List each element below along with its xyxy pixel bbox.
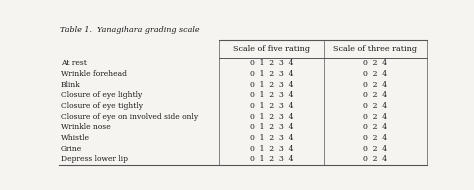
Text: 0  2  4: 0 2 4 [363,134,387,142]
Text: 0  1  2  3  4: 0 1 2 3 4 [250,70,293,78]
Text: 0  1  2  3  4: 0 1 2 3 4 [250,145,293,153]
Text: 0  1  2  3  4: 0 1 2 3 4 [250,123,293,131]
Text: 0  1  2  3  4: 0 1 2 3 4 [250,81,293,89]
Text: 0  2  4: 0 2 4 [363,59,387,67]
Text: 0  1  2  3  4: 0 1 2 3 4 [250,155,293,163]
Text: Grine: Grine [61,145,82,153]
Text: 0  2  4: 0 2 4 [363,70,387,78]
Text: Closure of eye on involved side only: Closure of eye on involved side only [61,113,198,121]
Text: 0  1  2  3  4: 0 1 2 3 4 [250,113,293,121]
Text: 0  2  4: 0 2 4 [363,113,387,121]
Text: 0  2  4: 0 2 4 [363,81,387,89]
Text: Depress lower lip: Depress lower lip [61,155,128,163]
Text: Scale of three rating: Scale of three rating [333,45,417,53]
Text: 0  2  4: 0 2 4 [363,123,387,131]
Text: Closure of eye lightly: Closure of eye lightly [61,91,142,99]
Text: At rest: At rest [61,59,87,67]
Text: Wrinkle nose: Wrinkle nose [61,123,110,131]
Text: Closure of eye tightly: Closure of eye tightly [61,102,143,110]
Text: Scale of five rating: Scale of five rating [233,45,310,53]
Text: 0  2  4: 0 2 4 [363,145,387,153]
Text: Table 1.  Yanagihara grading scale: Table 1. Yanagihara grading scale [60,26,200,34]
Text: 0  1  2  3  4: 0 1 2 3 4 [250,91,293,99]
Text: 0  2  4: 0 2 4 [363,155,387,163]
Text: 0  2  4: 0 2 4 [363,102,387,110]
Text: Blink: Blink [61,81,81,89]
Text: 0  1  2  3  4: 0 1 2 3 4 [250,102,293,110]
Text: 0  2  4: 0 2 4 [363,91,387,99]
Text: 0  1  2  3  4: 0 1 2 3 4 [250,59,293,67]
Text: 0  1  2  3  4: 0 1 2 3 4 [250,134,293,142]
Text: Whistle: Whistle [61,134,90,142]
Text: Wrinkle forehead: Wrinkle forehead [61,70,127,78]
